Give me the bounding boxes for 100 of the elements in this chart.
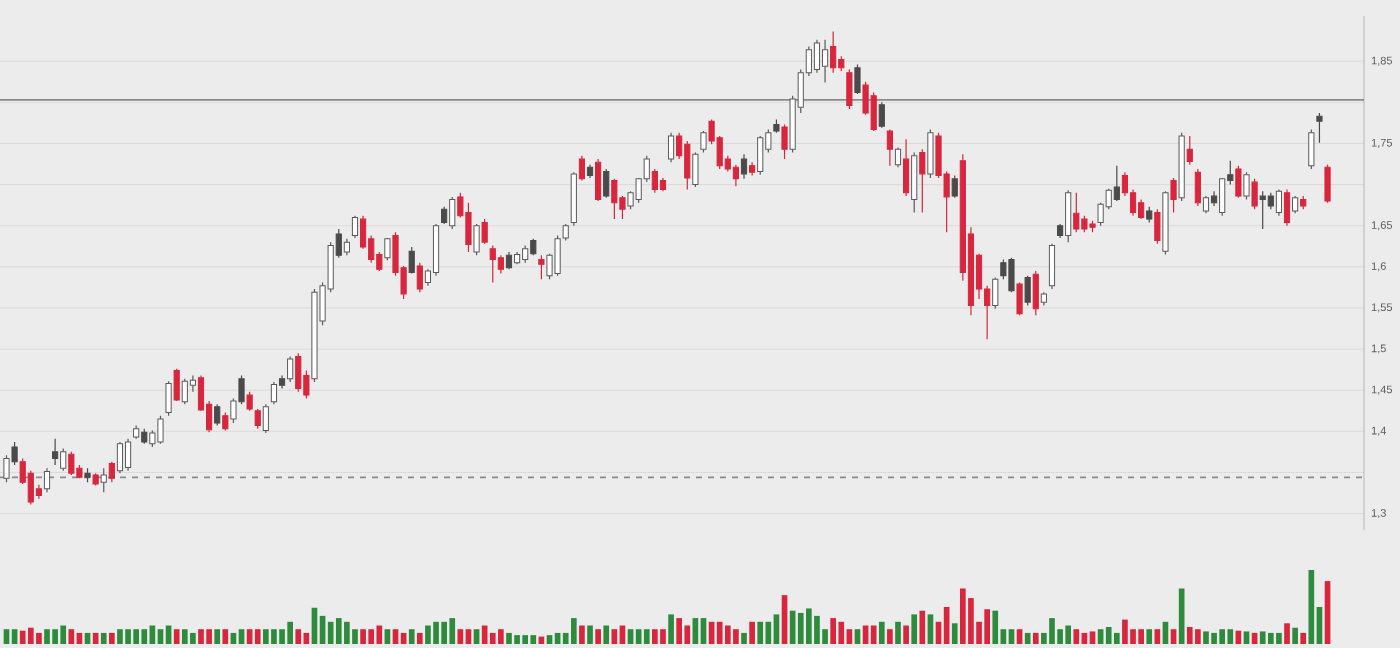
bar xyxy=(878,621,885,644)
candlestick xyxy=(441,206,448,225)
bar xyxy=(263,629,269,644)
bar xyxy=(1122,619,1128,644)
bar xyxy=(570,618,577,644)
bar xyxy=(1203,631,1209,644)
bar xyxy=(271,629,277,644)
bar xyxy=(1113,632,1120,644)
bar xyxy=(1227,629,1234,644)
bar xyxy=(1292,627,1298,644)
candlestick xyxy=(578,155,586,182)
candlestick xyxy=(903,138,910,197)
bar xyxy=(579,625,585,644)
candlestick xyxy=(894,146,902,168)
candlestick xyxy=(1073,192,1080,233)
bar xyxy=(360,629,366,644)
bar xyxy=(295,629,302,644)
bar xyxy=(587,625,593,644)
bar xyxy=(757,621,764,644)
bar xyxy=(222,629,229,644)
bar xyxy=(100,632,107,644)
bar xyxy=(27,627,34,644)
bar xyxy=(1267,632,1274,644)
candlestick xyxy=(505,251,513,270)
bar xyxy=(44,629,50,644)
bar xyxy=(181,629,188,644)
bar xyxy=(416,632,423,644)
candlestick xyxy=(813,39,821,74)
bar xyxy=(765,621,772,644)
candlestick xyxy=(52,438,59,466)
bar xyxy=(190,632,196,644)
candlestick xyxy=(1316,112,1323,144)
candlestick xyxy=(124,438,132,472)
bar xyxy=(1276,632,1282,644)
bar xyxy=(797,612,804,644)
bar xyxy=(109,632,115,644)
bar xyxy=(1049,618,1055,644)
candlestick xyxy=(749,161,756,177)
bar xyxy=(408,629,415,644)
bar xyxy=(1195,629,1201,644)
bar xyxy=(806,608,812,644)
bar xyxy=(530,635,537,644)
bar xyxy=(1211,632,1217,644)
candlestick xyxy=(659,177,667,192)
bar xyxy=(652,629,658,644)
bar xyxy=(716,621,723,644)
candlestick xyxy=(740,153,748,180)
bar xyxy=(546,635,553,644)
bar xyxy=(441,621,447,644)
bar xyxy=(643,629,650,644)
bar xyxy=(1186,626,1193,644)
bar xyxy=(951,623,958,644)
bar xyxy=(1300,632,1307,644)
bar xyxy=(1089,631,1096,644)
bar xyxy=(1219,629,1226,644)
bar xyxy=(60,625,67,644)
bar xyxy=(335,618,342,644)
candlestick xyxy=(497,254,504,274)
candlestick xyxy=(513,251,521,265)
candlestick xyxy=(886,128,893,167)
candlestick xyxy=(343,238,350,256)
bar xyxy=(327,621,334,644)
bar xyxy=(344,621,350,644)
bar xyxy=(724,625,731,644)
bar xyxy=(352,629,358,644)
bar xyxy=(595,629,601,644)
candlestick xyxy=(1113,165,1120,202)
bar xyxy=(287,621,293,644)
bar xyxy=(984,609,990,644)
candlestick xyxy=(278,374,286,390)
candlestick xyxy=(667,132,675,163)
bar xyxy=(449,618,456,644)
bar xyxy=(214,629,221,644)
bar xyxy=(741,632,747,644)
bar xyxy=(1138,629,1144,644)
bar xyxy=(368,629,375,644)
candlestick xyxy=(432,223,440,277)
bar xyxy=(660,629,666,644)
bar xyxy=(838,621,845,644)
bar xyxy=(36,632,42,644)
bar xyxy=(489,632,496,644)
bar xyxy=(684,625,691,644)
bar xyxy=(733,629,739,644)
bar xyxy=(117,629,123,644)
candlestick xyxy=(1275,188,1283,217)
bar xyxy=(425,625,431,644)
candlestick xyxy=(595,158,602,202)
bar xyxy=(173,629,180,644)
bar xyxy=(433,621,439,644)
candlestick xyxy=(1138,198,1145,220)
bar xyxy=(1024,632,1031,644)
bar xyxy=(1105,626,1112,644)
candlestick xyxy=(732,164,739,187)
candlestick xyxy=(270,381,278,405)
bar xyxy=(1065,625,1072,644)
bar xyxy=(198,629,204,644)
bar xyxy=(749,621,755,644)
candlestick xyxy=(1210,190,1218,207)
candlestick xyxy=(1259,190,1266,230)
bar xyxy=(676,618,683,644)
